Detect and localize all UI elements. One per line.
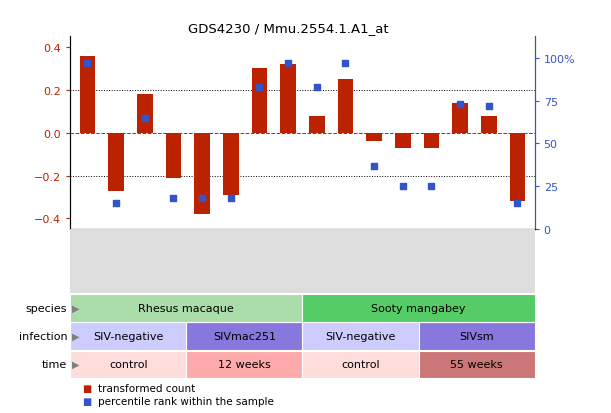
Bar	[395, 133, 411, 148]
Bar	[419, 323, 535, 350]
Text: infection: infection	[18, 331, 67, 341]
Text: ■: ■	[82, 383, 92, 394]
Bar	[419, 351, 535, 378]
Text: 12 weeks: 12 weeks	[218, 359, 271, 369]
Point	[140, 115, 150, 122]
Point	[111, 201, 121, 207]
Bar	[280, 65, 296, 133]
Point	[312, 84, 321, 91]
Text: Sooty mangabey: Sooty mangabey	[371, 303, 466, 313]
Bar	[302, 351, 419, 378]
Bar	[223, 133, 239, 195]
Text: SIVsm: SIVsm	[459, 331, 494, 341]
Text: 55 weeks: 55 weeks	[450, 359, 503, 369]
Bar	[252, 69, 268, 133]
Text: SIV-negative: SIV-negative	[93, 331, 164, 341]
Point	[398, 183, 408, 190]
Point	[369, 163, 379, 170]
Bar	[166, 133, 181, 178]
Bar	[79, 57, 95, 133]
Bar	[70, 351, 186, 378]
Text: species: species	[26, 303, 67, 313]
Point	[226, 195, 236, 202]
Bar	[309, 116, 324, 133]
Point	[284, 60, 293, 67]
Point	[513, 201, 522, 207]
Bar	[194, 133, 210, 215]
Bar	[186, 351, 302, 378]
Text: ■: ■	[82, 396, 92, 406]
Bar	[70, 294, 302, 322]
Point	[455, 102, 465, 108]
Text: ▶: ▶	[71, 303, 79, 313]
Bar	[137, 95, 153, 133]
Text: SIVmac251: SIVmac251	[213, 331, 276, 341]
Bar	[423, 133, 439, 148]
Bar	[70, 323, 186, 350]
Bar	[337, 80, 353, 133]
Text: control: control	[109, 359, 148, 369]
Point	[340, 60, 350, 67]
Text: percentile rank within the sample: percentile rank within the sample	[98, 396, 274, 406]
Point	[484, 103, 494, 110]
Text: control: control	[341, 359, 380, 369]
Point	[82, 60, 92, 67]
Bar	[510, 133, 525, 202]
Title: GDS4230 / Mmu.2554.1.A1_at: GDS4230 / Mmu.2554.1.A1_at	[188, 21, 389, 35]
Point	[169, 195, 178, 202]
Text: transformed count: transformed count	[98, 383, 195, 394]
Text: ▶: ▶	[71, 359, 79, 369]
Bar	[481, 116, 497, 133]
Text: time: time	[42, 359, 67, 369]
Bar	[186, 323, 302, 350]
Bar	[452, 104, 468, 133]
Bar	[302, 323, 419, 350]
Point	[197, 195, 207, 202]
Point	[255, 84, 265, 91]
Text: SIV-negative: SIV-negative	[325, 331, 396, 341]
Point	[426, 183, 436, 190]
Text: Rhesus macaque: Rhesus macaque	[139, 303, 234, 313]
Bar	[108, 133, 124, 191]
Bar	[366, 133, 382, 142]
Bar	[302, 294, 535, 322]
Text: ▶: ▶	[71, 331, 79, 341]
